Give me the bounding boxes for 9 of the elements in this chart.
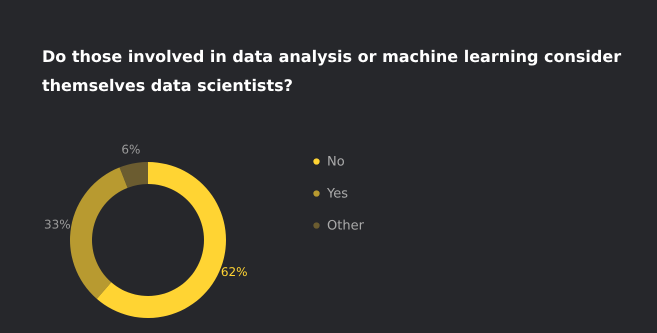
data-label: 6% — [121, 142, 140, 157]
donut-slice — [70, 167, 128, 299]
chart-title: Do those involved in data analysis or machine learning consider themselves data scientists? — [42, 46, 622, 97]
donut-slice — [120, 162, 148, 188]
legend-label: No — [327, 154, 345, 170]
legend-label: Other — [327, 218, 365, 234]
data-label: 33% — [44, 217, 71, 232]
legend-label: Yes — [326, 186, 348, 202]
data-label: 62% — [220, 265, 248, 280]
